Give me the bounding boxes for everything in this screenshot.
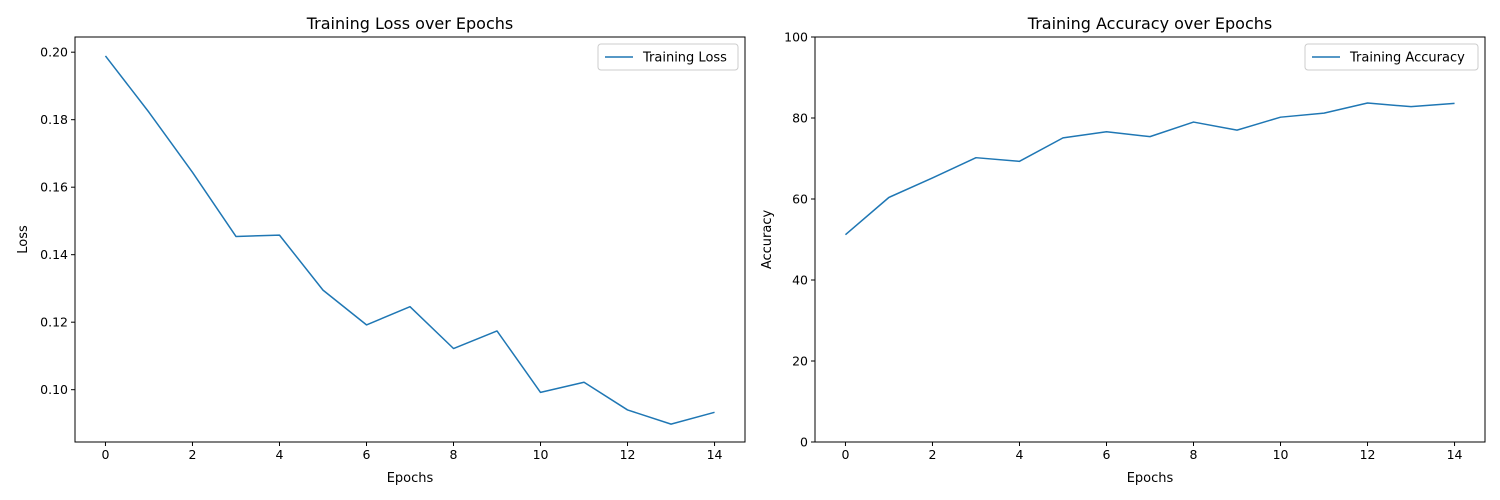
loss-legend-label: Training Loss [642, 51, 727, 66]
loss-x-tick-label: 4 [276, 447, 284, 462]
accuracy-legend: Training Accuracy [1304, 43, 1479, 71]
accuracy-x-tick-label: 8 [1190, 447, 1198, 462]
accuracy-y-tick-label: 100 [784, 30, 808, 45]
accuracy-x-tick-label: 2 [928, 447, 936, 462]
accuracy-y-axis-label: Accuracy [760, 210, 775, 270]
loss-y-tick-label: 0.16 [40, 180, 68, 195]
loss-x-tick-label: 0 [101, 447, 109, 462]
loss-y-tick-label: 0.12 [40, 315, 68, 330]
accuracy-y-tick-label: 0 [800, 435, 808, 450]
loss-chart-title: Training Loss over Epochs [306, 14, 514, 33]
accuracy-y-tick-label: 80 [792, 111, 808, 126]
accuracy-plot-frame [814, 36, 1486, 443]
accuracy-x-tick-label: 10 [1273, 447, 1289, 462]
loss-y-tick-label: 0.20 [40, 45, 68, 60]
loss-x-tick-label: 12 [620, 447, 636, 462]
accuracy-chart: Training Accuracy over Epochs Epochs Acc… [760, 14, 1486, 486]
loss-x-tick-label: 14 [707, 447, 723, 462]
loss-x-tick-label: 10 [533, 447, 549, 462]
accuracy-x-tick-label: 4 [1016, 447, 1024, 462]
accuracy-x-tick-label: 6 [1103, 447, 1111, 462]
loss-plot-frame [74, 36, 746, 443]
loss-x-axis-label: Epochs [387, 471, 434, 486]
loss-x-tick-label: 8 [450, 447, 458, 462]
accuracy-y-tick-label: 40 [792, 273, 808, 288]
accuracy-y-tick-label: 60 [792, 192, 808, 207]
accuracy-y-tick-label: 20 [792, 354, 808, 369]
loss-y-axis-label: Loss [16, 225, 31, 254]
accuracy-chart-title: Training Accuracy over Epochs [1027, 14, 1272, 33]
accuracy-x-tick-label: 12 [1360, 447, 1376, 462]
loss-legend-box [597, 43, 739, 71]
accuracy-x-axis-label: Epochs [1127, 471, 1174, 486]
loss-chart: Training Loss over Epochs Epochs Loss 0 2… [16, 14, 746, 486]
accuracy-legend-label: Training Accuracy [1349, 51, 1465, 66]
accuracy-series-line [844, 102, 1455, 236]
accuracy-x-tick-label: 0 [841, 447, 849, 462]
loss-y-tick-label: 0.14 [40, 247, 68, 262]
loss-y-tick-label: 0.10 [40, 382, 68, 397]
loss-marks: 0 2 4 6 8 10 12 14 0.10 0.12 0.14 0.16 0.18 0.20 [40, 45, 722, 462]
accuracy-x-tick-label: 14 [1447, 447, 1463, 462]
loss-legend: Training Loss [597, 43, 739, 71]
accuracy-legend-box [1304, 43, 1479, 71]
loss-x-tick-label: 6 [363, 447, 371, 462]
loss-series-line [104, 55, 715, 425]
loss-y-tick-label: 0.18 [40, 112, 68, 127]
accuracy-marks: 0 2 4 6 8 10 12 14 0 20 40 60 80 100 [784, 30, 1462, 463]
loss-x-tick-label: 2 [188, 447, 196, 462]
